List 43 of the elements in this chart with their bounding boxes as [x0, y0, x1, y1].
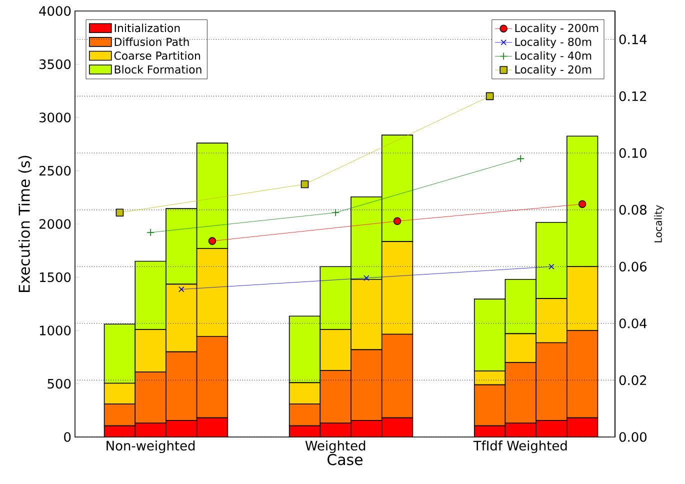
y2-tick-label: 0.02: [619, 375, 646, 386]
y2-tick-label: 0.12: [619, 91, 646, 102]
point: [300, 180, 309, 188]
legend-label: Block Formation: [114, 65, 202, 74]
y-tick-label: 1000: [40, 326, 71, 336]
y2-tick-label: 0.06: [619, 262, 647, 272]
x-tick-label: Weighted: [305, 440, 366, 454]
point: [116, 208, 124, 217]
legend-label: Locality - 40m: [515, 51, 592, 62]
legend-label: Diffusion Path: [114, 38, 189, 46]
point: [208, 237, 216, 245]
point: [178, 286, 184, 292]
y2-tick-label: 0.14: [619, 34, 647, 44]
y-axis-title: Execution Time (s): [18, 156, 32, 292]
x-tick-label: TfIdf Weighted: [473, 440, 567, 454]
legend-label: Locality - 20m: [515, 65, 592, 76]
point: [393, 217, 402, 226]
legend-label: Locality - 80m: [515, 38, 592, 48]
y-tick-label: 2500: [39, 166, 71, 176]
y2-tick-label: 0.04: [619, 318, 647, 328]
y-tick-label: 0: [64, 432, 71, 442]
legend-label: Locality - 200m: [515, 24, 598, 34]
legend-label: Coarse Partition: [114, 51, 200, 60]
y-tick-label: 2000: [39, 219, 71, 229]
y2-tick-label: 0.00: [619, 432, 646, 442]
point: [146, 228, 154, 236]
y2-tick-label: 0.08: [619, 204, 646, 215]
point: [486, 92, 494, 100]
y-tick-label: 3000: [40, 112, 71, 122]
point: [516, 154, 525, 163]
y-tick-label: 500: [48, 378, 71, 389]
x-tick-label: Non-weighted: [106, 440, 195, 454]
y-tick-label: 3500: [40, 59, 71, 70]
x-axis-title: Case: [328, 454, 362, 466]
point: [364, 275, 370, 281]
point: [578, 200, 586, 208]
y2-axis-title: Locality: [654, 205, 664, 242]
y-tick-label: 1500: [40, 272, 71, 282]
legend-label: Initialization: [114, 24, 180, 32]
point: [332, 208, 340, 217]
point: [548, 264, 554, 270]
y-tick-label: 4000: [39, 6, 71, 16]
y2-tick-label: 0.10: [619, 148, 646, 158]
